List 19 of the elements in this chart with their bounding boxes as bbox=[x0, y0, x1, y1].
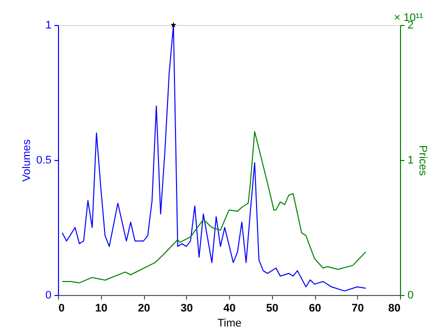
x-tick-label: 0 bbox=[58, 302, 65, 314]
y2-tick-label: 2 bbox=[408, 20, 414, 32]
x-tick-label: 70 bbox=[352, 302, 364, 314]
line-series bbox=[62, 131, 366, 284]
x-tick-label: 30 bbox=[180, 302, 193, 314]
x-tick-label: 40 bbox=[223, 302, 236, 314]
y-tick-label: 0.5 bbox=[36, 154, 52, 166]
x-tick-label: 10 bbox=[95, 302, 108, 314]
x-tick-label: 60 bbox=[308, 302, 322, 314]
y-tick-label: 0 bbox=[45, 290, 52, 302]
x-axis-title: Time bbox=[217, 318, 242, 330]
y2-tick-label: 1 bbox=[408, 154, 414, 166]
x-tick-label: 50 bbox=[266, 302, 278, 314]
y-axis-title: Volumes bbox=[21, 138, 34, 182]
y-tick-label: 1 bbox=[45, 20, 52, 32]
y2-axis-title: Prices bbox=[416, 145, 429, 176]
x-tick-label: 20 bbox=[138, 302, 150, 314]
x-tick-label: 80 bbox=[388, 302, 400, 314]
y2-tick-label: 0 bbox=[408, 290, 414, 302]
